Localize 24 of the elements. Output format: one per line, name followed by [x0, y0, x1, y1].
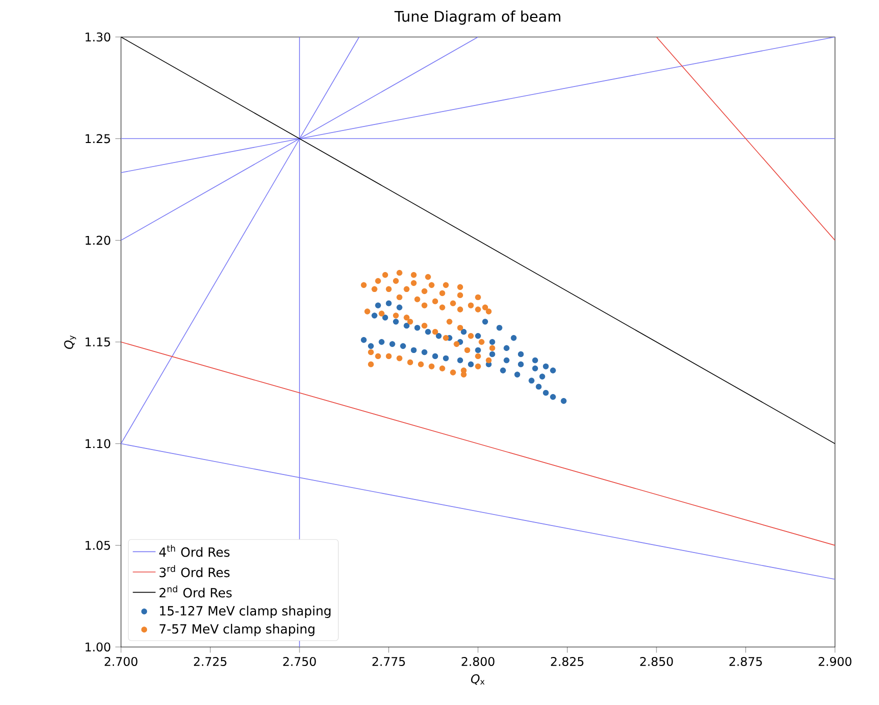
x-tick-label: 2.725	[194, 656, 226, 666]
x-tick-label: 2.850	[640, 656, 673, 666]
y-tick-label: 1.00	[86, 642, 110, 652]
legend-label: 7-57 MeV clamp shaping	[160, 624, 314, 636]
y-tick-label: 1.30	[86, 32, 110, 42]
legend-label: 3$^{rd}$ Ord Res	[160, 565, 230, 578]
x-tick-label: 2.825	[550, 656, 584, 666]
x-tick-label: 2.875	[729, 656, 762, 666]
x-tick-label: 2.700	[104, 656, 138, 666]
y-tick-label: 1.05	[86, 540, 110, 550]
y-tick-label: 1.25	[86, 134, 110, 144]
y-tick-label: 1.20	[86, 236, 110, 245]
y-axis-title: Q$_{y}$	[64, 335, 76, 349]
y-tick-label: 1.10	[86, 439, 110, 448]
x-axis-title: Q$_{x}$	[471, 674, 484, 685]
chart-title: Tune Diagram of beam	[394, 10, 560, 25]
x-tick-label: 2.750	[283, 656, 316, 666]
legend-label: 4$^{th}$ Ord Res	[159, 544, 230, 557]
legend-label: 2$^{nd}$ Ord Res	[160, 585, 232, 598]
x-tick-label: 2.800	[462, 656, 494, 666]
x-tick-label: 2.775	[372, 656, 405, 666]
y-tick-label: 1.15	[86, 338, 110, 346]
x-tick-label: 2.900	[818, 656, 852, 666]
legend-label: 15-127 MeV clamp shaping	[160, 606, 330, 618]
